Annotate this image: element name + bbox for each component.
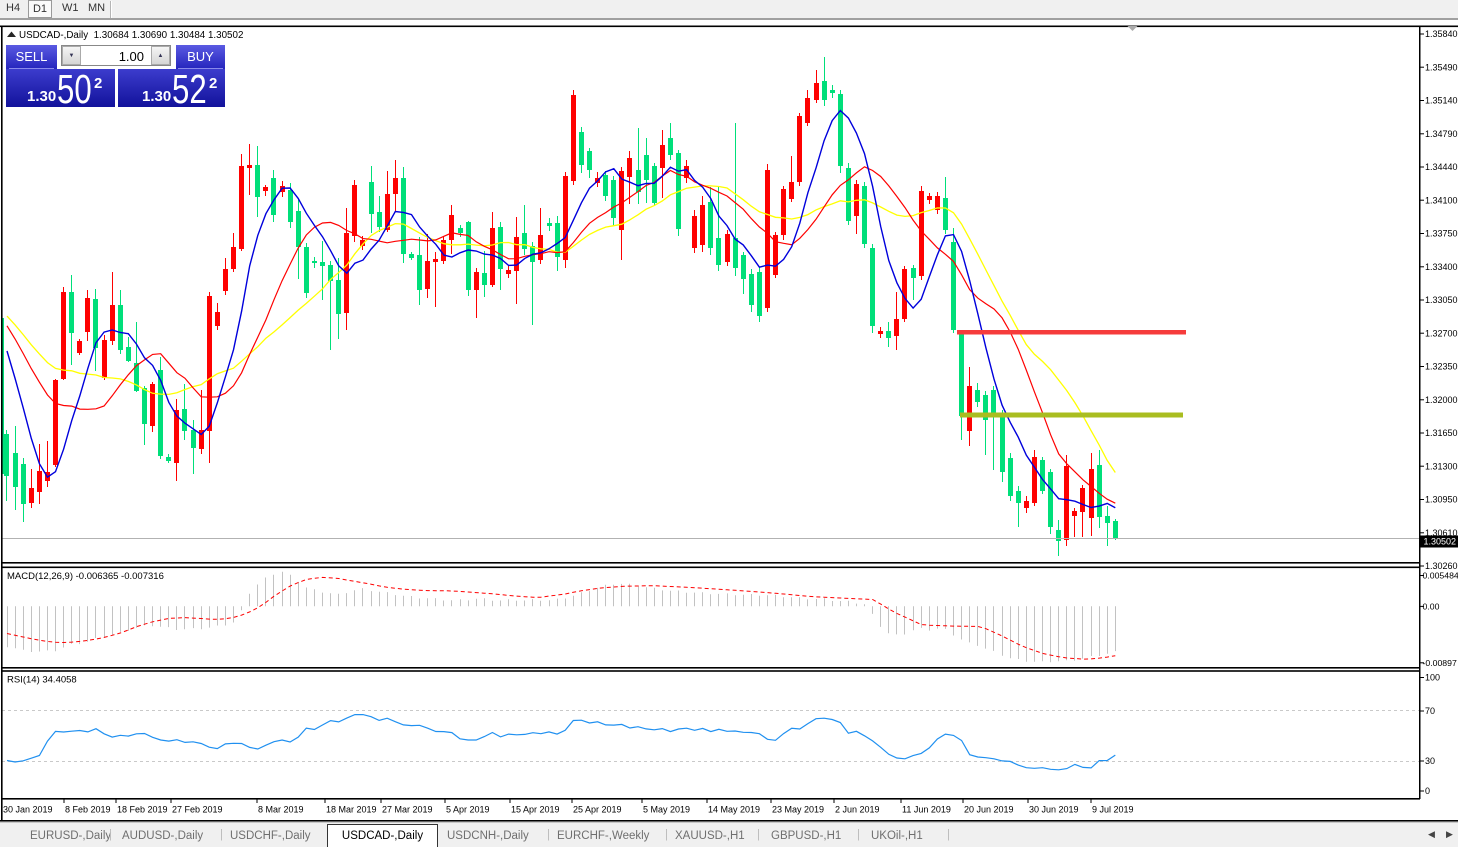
- svg-text:8 Mar 2019: 8 Mar 2019: [258, 805, 304, 815]
- svg-text:1.32350: 1.32350: [1425, 362, 1458, 372]
- svg-text:11 Jun 2019: 11 Jun 2019: [902, 805, 951, 815]
- svg-text:-0.00897: -0.00897: [1423, 658, 1457, 668]
- svg-text:1.35140: 1.35140: [1425, 96, 1458, 106]
- svg-text:1.33750: 1.33750: [1425, 229, 1458, 239]
- svg-text:9 Jul 2019: 9 Jul 2019: [1092, 805, 1134, 815]
- svg-text:1.31300: 1.31300: [1425, 461, 1458, 471]
- svg-text:5 May 2019: 5 May 2019: [643, 805, 690, 815]
- svg-text:1.31650: 1.31650: [1425, 428, 1458, 438]
- svg-text:1.33400: 1.33400: [1425, 262, 1458, 272]
- svg-text:100: 100: [1425, 673, 1440, 683]
- svg-text:1.30260: 1.30260: [1425, 561, 1458, 571]
- svg-text:RSI(14) 34.4058: RSI(14) 34.4058: [7, 675, 77, 686]
- svg-text:5 Apr 2019: 5 Apr 2019: [446, 805, 490, 815]
- svg-text:30 Jun 2019: 30 Jun 2019: [1029, 805, 1079, 815]
- svg-text:8 Feb 2019: 8 Feb 2019: [65, 805, 111, 815]
- svg-text:30 Jan 2019: 30 Jan 2019: [3, 805, 53, 815]
- svg-text:1.34100: 1.34100: [1425, 195, 1458, 205]
- svg-text:20 Jun 2019: 20 Jun 2019: [964, 805, 1014, 815]
- svg-text:0.00: 0.00: [1423, 602, 1440, 612]
- svg-text:27 Feb 2019: 27 Feb 2019: [172, 805, 223, 815]
- svg-text:USDCAD-,Daily 1.30684 1.30690: USDCAD-,Daily 1.30684 1.30690 1.30484 1.…: [19, 30, 243, 41]
- svg-text:0.005484: 0.005484: [1423, 571, 1458, 581]
- svg-text:25 Apr 2019: 25 Apr 2019: [573, 805, 622, 815]
- svg-text:1.30950: 1.30950: [1425, 495, 1458, 505]
- svg-text:27 Mar 2019: 27 Mar 2019: [382, 805, 433, 815]
- svg-text:70: 70: [1425, 706, 1435, 716]
- svg-text:1.34790: 1.34790: [1425, 129, 1458, 139]
- svg-text:1.34440: 1.34440: [1425, 162, 1458, 172]
- svg-text:1.35840: 1.35840: [1425, 29, 1458, 39]
- svg-text:1.33050: 1.33050: [1425, 295, 1458, 305]
- svg-text:1.30610: 1.30610: [1425, 528, 1458, 538]
- svg-text:18 Mar 2019: 18 Mar 2019: [326, 805, 377, 815]
- svg-text:14 May 2019: 14 May 2019: [708, 805, 760, 815]
- svg-text:1.32700: 1.32700: [1425, 328, 1458, 338]
- svg-text:1.32000: 1.32000: [1425, 395, 1458, 405]
- svg-text:18 Feb 2019: 18 Feb 2019: [117, 805, 168, 815]
- svg-text:1.30502: 1.30502: [1424, 537, 1457, 547]
- svg-text:2 Jun 2019: 2 Jun 2019: [835, 805, 880, 815]
- svg-text:MACD(12,26,9) -0.006365 -0.007: MACD(12,26,9) -0.006365 -0.007316: [7, 571, 164, 582]
- svg-text:1.35490: 1.35490: [1425, 63, 1458, 73]
- svg-text:30: 30: [1425, 756, 1435, 766]
- svg-text:0: 0: [1425, 786, 1430, 796]
- svg-text:15 Apr 2019: 15 Apr 2019: [511, 805, 560, 815]
- svg-text:23 May 2019: 23 May 2019: [772, 805, 824, 815]
